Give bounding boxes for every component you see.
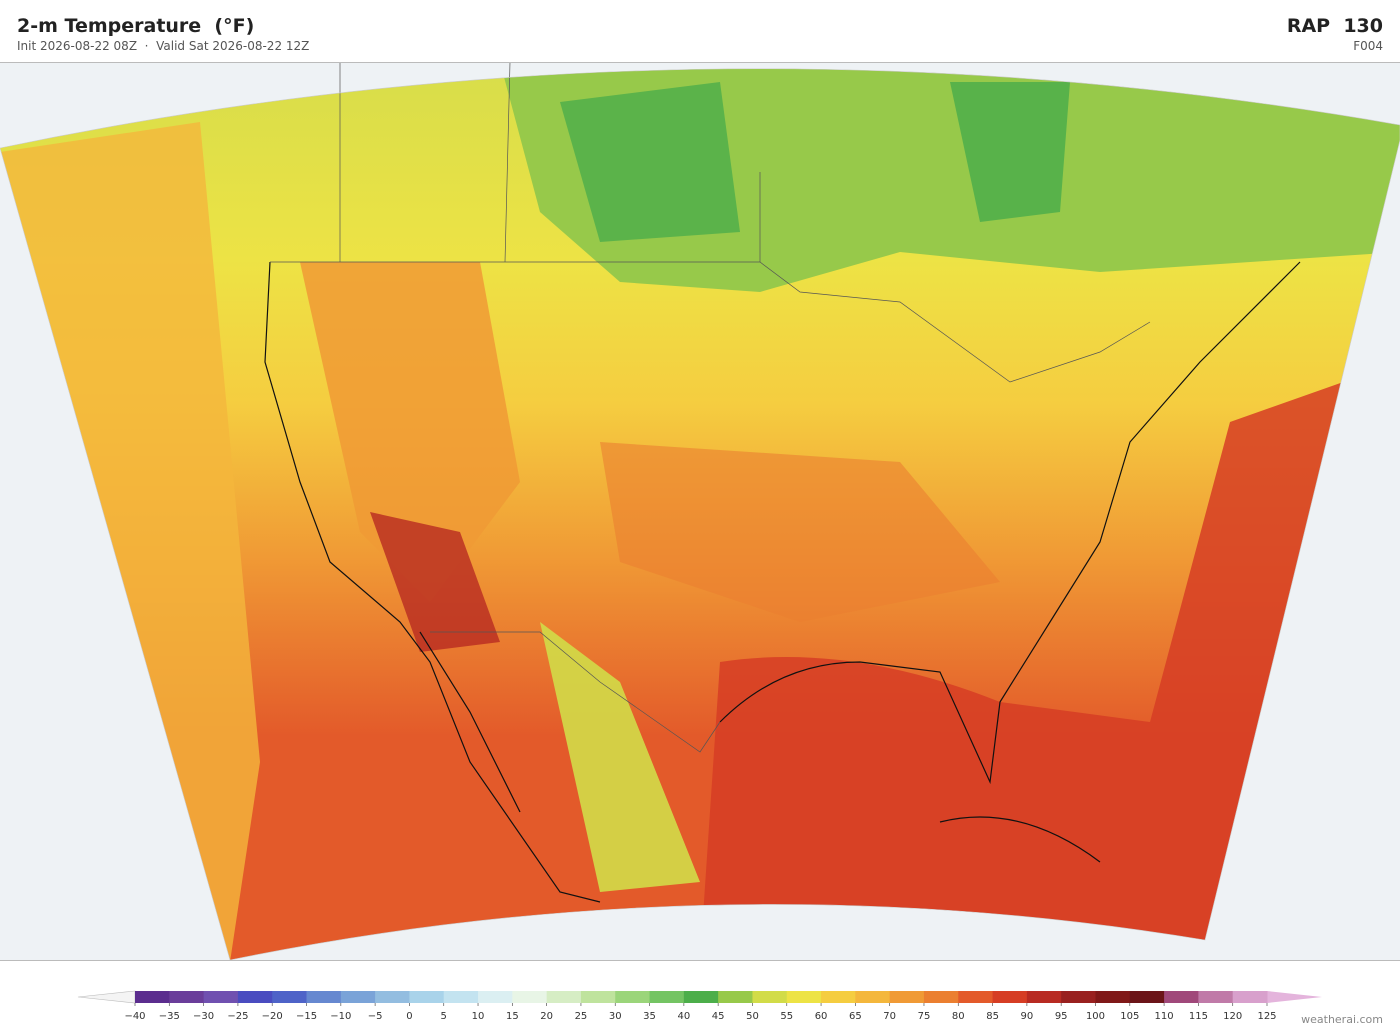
colorbar: −40 −35 −30 −25 −20 −15 −10 −5 0 5 10 15 20 25 30 35 40 4… — [77, 990, 1322, 1022]
colorbar-segment — [649, 991, 685, 1003]
colorbar-over — [1267, 991, 1322, 1003]
colorbar-segment — [478, 991, 513, 1003]
title: 2-m Temperature (°F) — [17, 15, 255, 37]
colorbar-segment — [1061, 991, 1096, 1003]
colorbar-segment — [1129, 991, 1165, 1003]
colorbar-segment — [375, 991, 410, 1003]
colorbar-segment — [580, 991, 616, 1003]
colorbar-tick-label: 20 — [540, 1011, 553, 1022]
colorbar-tick-label: 25 — [575, 1011, 588, 1022]
colorbar-segment — [1198, 991, 1234, 1003]
colorbar-tick-label: 75 — [918, 1011, 931, 1022]
colorbar-segment — [752, 991, 788, 1003]
watermark: weatherai.com — [1301, 1013, 1383, 1026]
colorbar-tick-label: 125 — [1257, 1011, 1276, 1022]
colorbar-tick-label: 40 — [677, 1011, 690, 1022]
borders — [270, 62, 1151, 753]
colorbar-segment — [203, 991, 239, 1003]
colorbar-segment — [786, 991, 822, 1003]
subtitle: Init 2026-08-22 08Z · Valid Sat 2026-08-… — [17, 39, 310, 53]
colorbar-tick-label: 110 — [1155, 1011, 1174, 1022]
colorbar-tick-label: 70 — [883, 1011, 896, 1022]
colorbar-tick-label: 80 — [952, 1011, 965, 1022]
colorbar-tick-label: −15 — [296, 1011, 317, 1022]
colorbar-tick-label: −5 — [368, 1011, 383, 1022]
colorbar-tick-label: −10 — [330, 1011, 351, 1022]
colorbar-tick-label: 105 — [1120, 1011, 1139, 1022]
colorbar-segment — [237, 991, 273, 1003]
forecast-hour: F004 — [1353, 39, 1383, 53]
colorbar-segment — [1232, 991, 1268, 1003]
coastlines — [264, 261, 1301, 903]
colorbar-segment — [272, 991, 308, 1003]
colorbar-segment — [718, 991, 753, 1003]
colorbar-tick-label: 100 — [1086, 1011, 1105, 1022]
colorbar-tick-label: 45 — [712, 1011, 725, 1022]
colorbar-segment — [1026, 991, 1062, 1003]
colorbar-segment — [169, 991, 205, 1003]
colorbar-tick-label: 50 — [746, 1011, 759, 1022]
colorbar-segment — [821, 991, 856, 1003]
domain-edge — [0, 68, 1400, 961]
colorbar-tick-label: 85 — [986, 1011, 999, 1022]
colorbar-tick-label: 10 — [472, 1011, 485, 1022]
colorbar-segment — [615, 991, 651, 1003]
temperature-field — [0, 68, 1400, 960]
colorbar-segment — [512, 991, 548, 1003]
model: RAP 130 — [1286, 15, 1383, 37]
colorbar-tick-label: 0 — [406, 1011, 412, 1022]
colorbar-segment — [889, 991, 925, 1003]
colorbar-segment — [340, 991, 376, 1003]
colorbar-tick-label: −35 — [159, 1011, 180, 1022]
colorbar-segment — [923, 991, 959, 1003]
colorbar-tick-label: 115 — [1189, 1011, 1208, 1022]
colorbar-tick-label: −20 — [262, 1011, 283, 1022]
colorbar-tick-label: 95 — [1055, 1011, 1068, 1022]
colorbar-segment — [855, 991, 891, 1003]
colorbar-tick-label: 30 — [609, 1011, 622, 1022]
colorbar-segment — [443, 991, 479, 1003]
colorbar-segment — [1095, 991, 1131, 1003]
colorbar-tick-label: 15 — [506, 1011, 519, 1022]
colorbar-tick-label: 90 — [1021, 1011, 1034, 1022]
colorbar-segment — [306, 991, 342, 1003]
colorbar-tick-label: 5 — [441, 1011, 447, 1022]
colorbar-tick-label: −40 — [124, 1011, 145, 1022]
colorbar-segment — [992, 991, 1028, 1003]
colorbar-segment — [958, 991, 994, 1003]
colorbar-tick-label: −30 — [193, 1011, 214, 1022]
colorbar-tick-label: −25 — [227, 1011, 248, 1022]
colorbar-segment — [1164, 991, 1199, 1003]
colorbar-tick-label: 60 — [815, 1011, 828, 1022]
colorbar-tick-label: 55 — [780, 1011, 793, 1022]
colorbar-tick-label: 35 — [643, 1011, 656, 1022]
colorbar-segment — [135, 991, 170, 1003]
map — [0, 62, 1400, 961]
colorbar-tick-label: 65 — [849, 1011, 862, 1022]
colorbar-segment — [409, 991, 445, 1003]
colorbar-segment — [546, 991, 582, 1003]
colorbar-under — [77, 990, 136, 1004]
colorbar-tick-label: 120 — [1223, 1011, 1242, 1022]
colorbar-segment — [683, 991, 719, 1003]
